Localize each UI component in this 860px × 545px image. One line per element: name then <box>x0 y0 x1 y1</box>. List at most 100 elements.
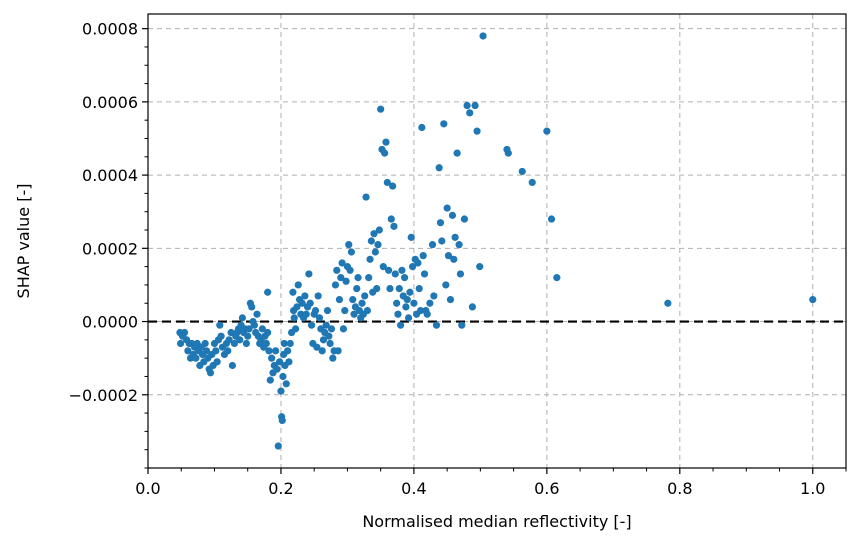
data-point <box>404 314 413 322</box>
data-point <box>358 299 366 307</box>
data-point <box>455 241 463 249</box>
data-point <box>374 241 382 249</box>
data-point <box>202 347 211 355</box>
data-point <box>294 281 302 289</box>
data-point <box>345 241 353 249</box>
data-point <box>342 277 350 285</box>
data-point <box>262 339 270 348</box>
data-point <box>311 306 320 315</box>
data-point <box>442 281 450 289</box>
data-point <box>471 101 479 110</box>
data-point <box>253 310 261 318</box>
data-point <box>440 120 448 128</box>
data-point <box>395 284 403 293</box>
data-point <box>339 325 348 333</box>
data-point <box>423 310 431 318</box>
x-tick-label: 0.4 <box>401 479 426 498</box>
data-point <box>258 325 266 333</box>
data-point <box>379 263 387 271</box>
data-point <box>313 343 321 351</box>
axis-ticks <box>142 28 847 474</box>
data-point <box>443 204 451 212</box>
data-point <box>230 339 239 348</box>
data-point <box>279 372 287 381</box>
data-point <box>397 321 405 329</box>
data-point <box>468 303 477 311</box>
data-point <box>301 292 309 300</box>
data-point <box>250 321 258 329</box>
data-point <box>236 336 244 344</box>
data-point <box>335 295 344 304</box>
data-point <box>415 284 423 293</box>
data-point <box>326 339 334 348</box>
x-tick-label: 0.8 <box>667 479 692 498</box>
data-point <box>354 274 362 282</box>
data-point <box>264 328 272 337</box>
data-point <box>176 339 185 348</box>
data-point <box>216 321 224 329</box>
data-point <box>371 248 379 256</box>
data-point <box>547 215 556 223</box>
data-point <box>349 295 357 304</box>
data-point <box>664 299 672 307</box>
data-point <box>385 266 393 274</box>
data-point <box>438 237 446 245</box>
data-point <box>458 321 466 329</box>
data-point <box>456 270 465 278</box>
data-point <box>286 339 294 348</box>
data-point <box>217 332 225 340</box>
data-point <box>432 321 441 329</box>
data-point <box>228 361 237 370</box>
data-point <box>435 164 443 172</box>
data-point <box>184 347 192 355</box>
y-tick-labels: −0.0002 0.0000 0.0002 0.0004 0.0006 0.0008 <box>69 20 138 405</box>
data-point <box>248 303 256 311</box>
data-point <box>473 127 481 135</box>
data-point <box>402 303 410 311</box>
data-point <box>460 215 469 223</box>
data-point <box>322 321 330 329</box>
y-tick-label: 0.0002 <box>82 239 138 258</box>
x-axis-label: Normalised median reflectivity [-] <box>362 512 631 531</box>
data-point <box>365 274 373 282</box>
data-point <box>291 325 300 333</box>
x-tick-label: 0.2 <box>268 479 293 498</box>
data-point <box>224 347 232 355</box>
data-point <box>450 255 458 263</box>
data-point <box>285 358 293 366</box>
data-point <box>436 219 445 227</box>
data-point <box>212 347 220 355</box>
plot-frame <box>147 13 847 469</box>
x-tick-label: 1.0 <box>800 479 825 498</box>
data-point <box>264 288 272 296</box>
data-point <box>315 314 324 322</box>
data-point <box>410 299 418 307</box>
data-point <box>382 138 390 146</box>
data-point <box>391 270 399 278</box>
data-point <box>414 259 422 267</box>
data-point <box>393 299 401 307</box>
data-point <box>504 149 512 157</box>
data-point <box>479 32 487 40</box>
data-point <box>289 288 297 296</box>
data-point <box>238 314 246 322</box>
data-point <box>290 314 298 322</box>
y-tick-label: 0.0004 <box>82 166 138 185</box>
data-point <box>406 288 414 296</box>
data-point <box>337 274 345 282</box>
data-point <box>225 336 233 344</box>
data-point <box>428 241 437 249</box>
data-point <box>268 354 276 362</box>
data-point <box>293 303 301 311</box>
data-point <box>325 332 333 340</box>
data-point <box>338 259 346 267</box>
data-point <box>426 299 434 307</box>
data-point <box>463 101 471 110</box>
data-point <box>350 310 358 318</box>
data-point <box>318 347 326 355</box>
y-tick-label: 0.0008 <box>82 20 138 39</box>
data-point <box>242 339 250 348</box>
data-point <box>446 295 455 304</box>
data-point <box>327 325 336 333</box>
